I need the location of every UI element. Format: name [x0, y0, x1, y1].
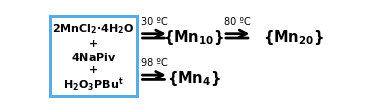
Text: 80 ºC: 80 ºC	[224, 17, 251, 27]
Text: $\mathbf{+}$: $\mathbf{+}$	[88, 64, 98, 75]
Text: $\mathbf{2MnCl_2{\cdot}4H_2O}$: $\mathbf{2MnCl_2{\cdot}4H_2O}$	[52, 22, 135, 36]
Text: $\mathbf{+}$: $\mathbf{+}$	[88, 38, 98, 49]
Text: 98 ºC: 98 ºC	[141, 58, 167, 68]
Text: $\mathbf{4NaPiv}$: $\mathbf{4NaPiv}$	[71, 51, 116, 63]
FancyBboxPatch shape	[50, 16, 136, 96]
Text: $\mathbf{\{Mn_{10}\}}$: $\mathbf{\{Mn_{10}\}}$	[163, 28, 224, 47]
Text: $\mathbf{H_2O_3PBu^t}$: $\mathbf{H_2O_3PBu^t}$	[63, 76, 124, 94]
Text: 30 ºC: 30 ºC	[141, 17, 167, 27]
Text: $\mathbf{\{Mn_{20}\}}$: $\mathbf{\{Mn_{20}\}}$	[263, 28, 324, 47]
Text: $\mathbf{\{Mn_4\}}$: $\mathbf{\{Mn_4\}}$	[167, 69, 221, 88]
